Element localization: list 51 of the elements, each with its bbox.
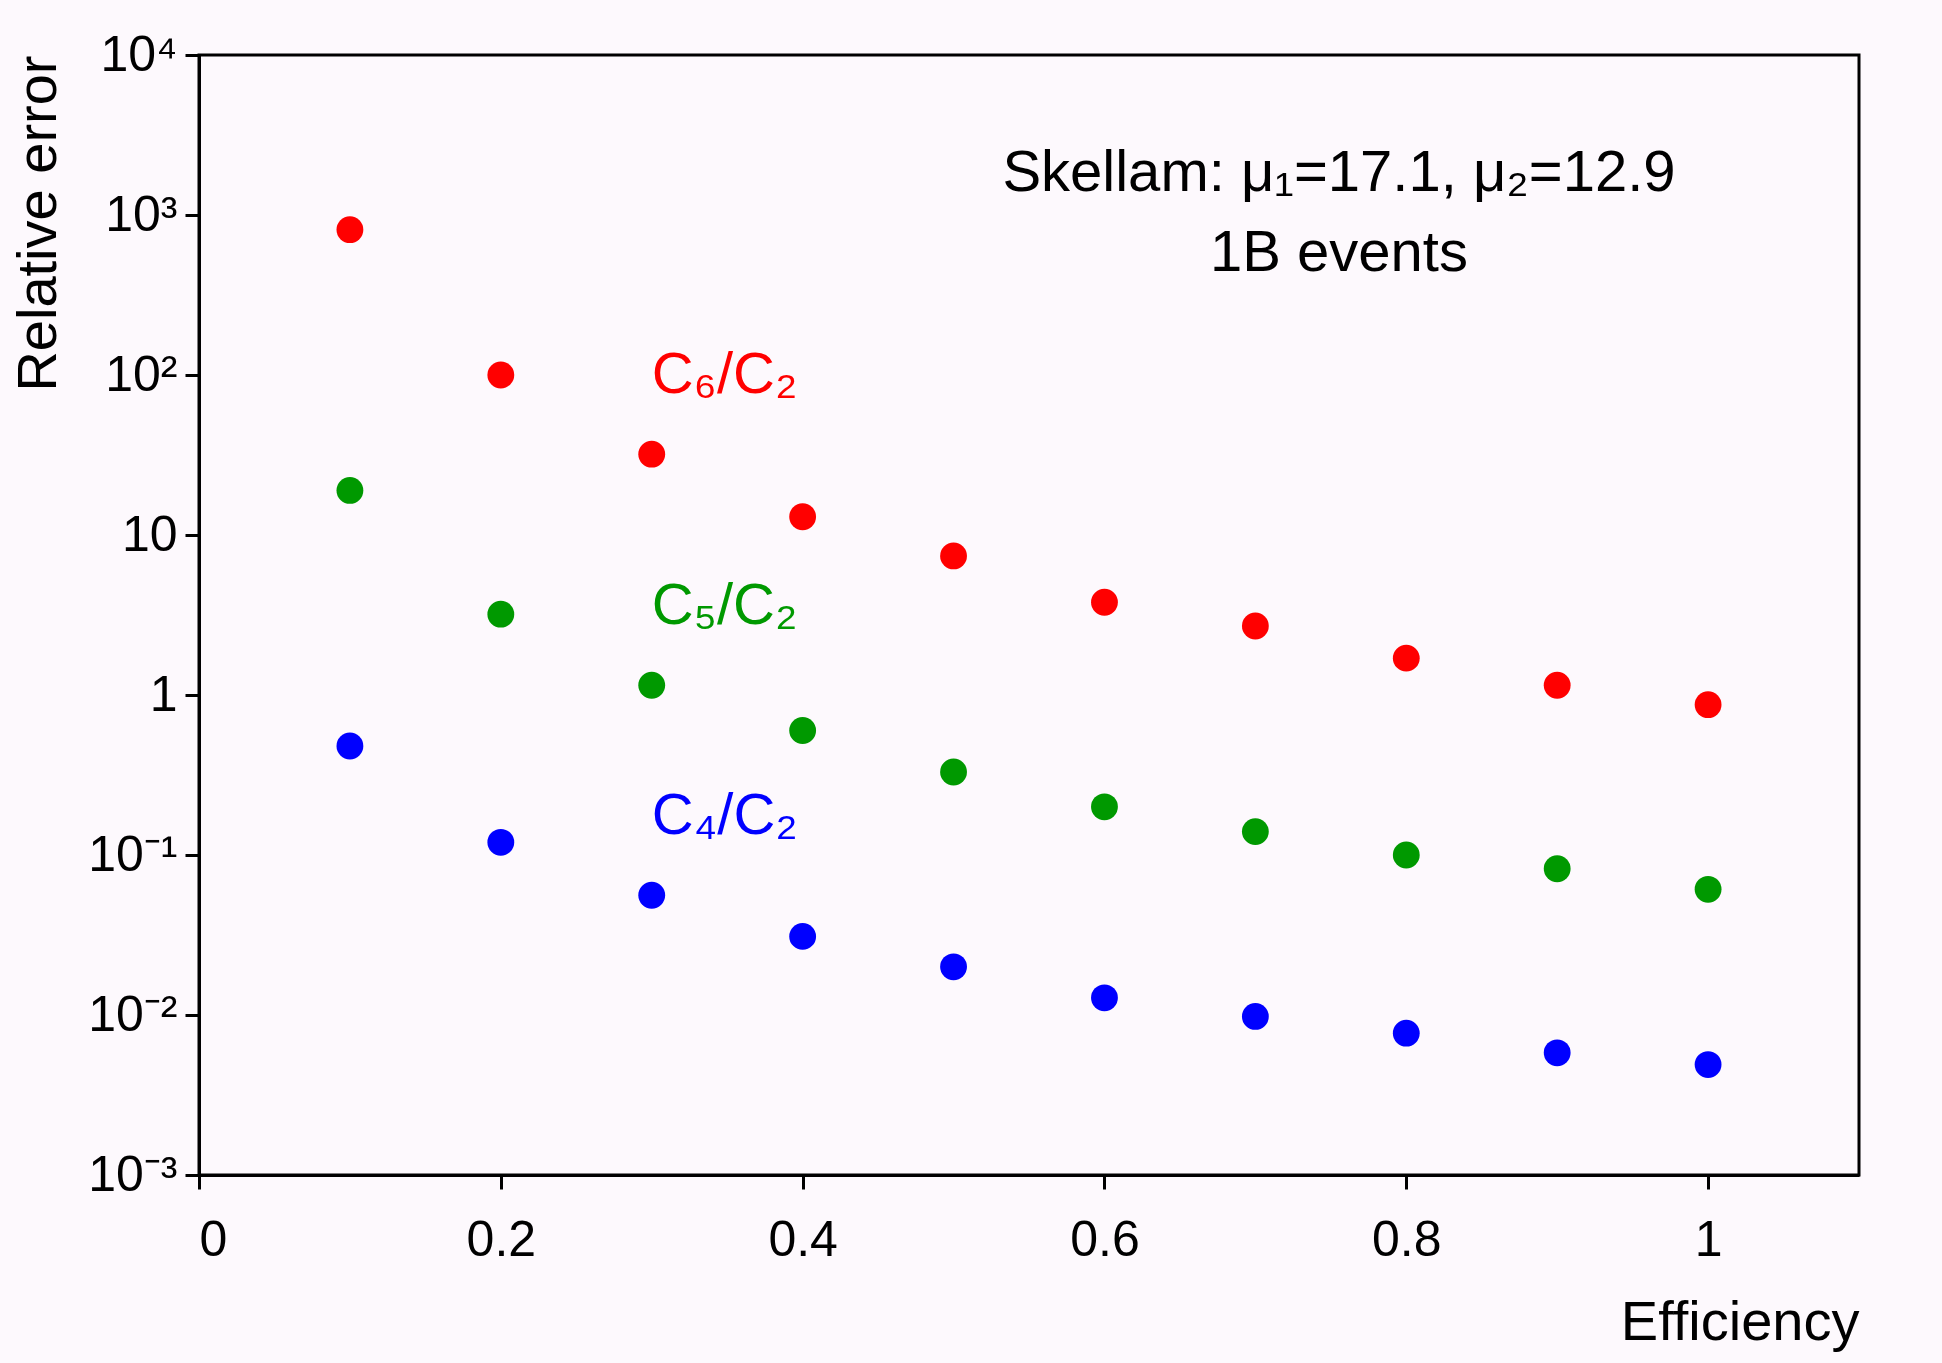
point [940,542,967,570]
y-tick-label: 1 [149,665,178,722]
x-tick-label: 0 [199,1210,228,1267]
annotation: 1B events [1210,218,1468,283]
y-tick-label: 10³ [105,185,178,242]
point [336,732,364,760]
x-tick-label: 0.2 [466,1210,537,1267]
point [487,828,515,856]
point [789,503,817,531]
point [789,717,817,744]
point [1241,612,1269,640]
point [336,216,364,244]
point [1091,793,1118,821]
series-label: C₄/C₂ [651,781,798,847]
y-tick-label: 10 [121,505,178,562]
point [1543,1039,1571,1067]
point [487,600,515,628]
point [1694,875,1722,903]
point [1694,691,1722,719]
point [1543,855,1571,883]
point [1543,671,1571,699]
point [1392,1019,1420,1047]
point [638,881,666,909]
point [1392,644,1420,672]
point [1241,818,1269,846]
y-tick-label: 10⁻¹ [88,825,178,882]
y-tick-label: 10⁻³ [88,1145,178,1202]
point [1091,984,1118,1012]
point [1091,588,1118,616]
series-label: C₅/C₂ [651,571,798,637]
point [789,922,817,950]
point [487,361,515,389]
y-tick-label: 10⁴ [100,25,178,82]
x-axis-title: Efficiency [1620,1288,1860,1352]
y-tick-label: 10² [105,345,178,402]
x-tick-label: 0.6 [1070,1210,1140,1267]
point [638,671,666,699]
y-axis-title: Relative error [5,55,69,392]
x-tick-label: 1 [1694,1210,1723,1267]
x-tick-label: 0.8 [1372,1210,1442,1267]
point [1241,1003,1269,1030]
point [638,440,666,468]
y-tick-label: 10⁻² [88,985,178,1042]
point [940,758,967,786]
annotation: Skellam: μ₁=17.1, μ₂=12.9 [1002,138,1676,203]
point [1392,841,1420,869]
point [336,477,364,504]
point [940,953,967,981]
x-tick-label: 0.4 [768,1210,838,1267]
series-label: C₆/C₂ [651,340,798,406]
point [1694,1051,1722,1078]
